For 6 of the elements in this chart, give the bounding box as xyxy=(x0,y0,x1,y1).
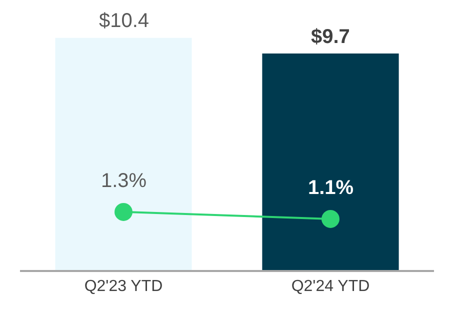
data-label: $10.4 xyxy=(99,10,150,32)
x-tick-label: Q2'23 YTD xyxy=(84,278,163,296)
data-label: 1.3% xyxy=(101,170,147,192)
data-label: 1.1% xyxy=(308,177,354,199)
data-label: $9.7 xyxy=(311,26,350,48)
x-tick-label: Q2'24 YTD xyxy=(291,278,370,296)
